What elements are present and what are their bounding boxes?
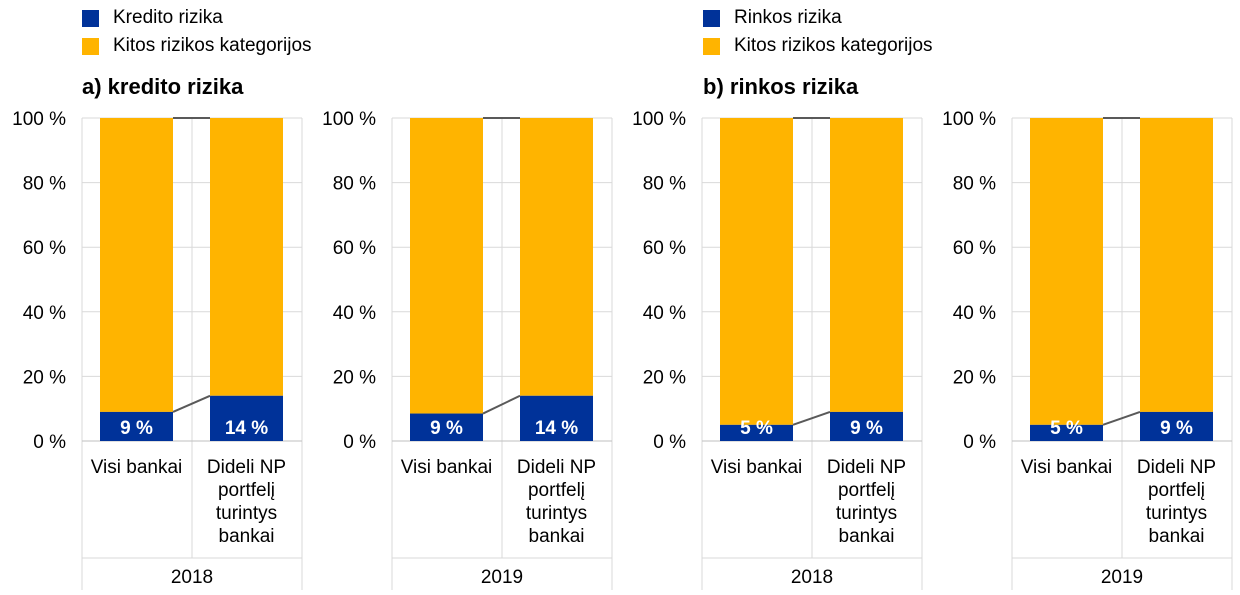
y-tick-label: 60 %	[643, 238, 686, 259]
bar-primary-risk	[100, 411, 173, 441]
legend-swatch-yellow	[703, 37, 720, 55]
legend-label: Kitos rizikos kategorijos	[113, 35, 312, 56]
bar-primary-risk	[410, 413, 483, 441]
group-label: 2018	[171, 567, 213, 588]
y-tick-label: 0 %	[33, 432, 66, 453]
data-label: 9 %	[1160, 418, 1193, 439]
bar-other-risk	[830, 118, 903, 412]
series-connector-primary	[792, 410, 831, 426]
category-label: Dideli NP portfelį turintys bankai	[827, 457, 906, 547]
y-tick-label: 20 %	[333, 367, 376, 388]
y-tick-label: 100 %	[12, 109, 66, 130]
series-connector-primary	[482, 394, 521, 415]
legend-label: Rinkos rizika	[734, 7, 842, 28]
data-label: 9 %	[120, 418, 153, 439]
y-tick-label: 60 %	[333, 238, 376, 259]
bar-other-risk	[100, 118, 173, 412]
category-label: Dideli NP portfelį turintys bankai	[207, 457, 286, 547]
bar-primary-risk	[210, 395, 283, 441]
group-label: 2019	[1101, 567, 1143, 588]
y-tick-label: 40 %	[333, 303, 376, 324]
bar-other-risk	[1030, 118, 1103, 425]
bar-other-risk	[520, 118, 593, 396]
data-label: 5 %	[1050, 418, 1083, 439]
legend-item-other-risk: Kitos rizikos kategorijos	[703, 32, 933, 60]
legend-label: Kredito rizika	[113, 7, 223, 28]
bar-primary-risk	[1140, 411, 1213, 441]
section-title-market-risk: b) rinkos rizika	[703, 74, 859, 99]
bar-primary-risk	[520, 395, 593, 441]
category-label: Dideli NP portfelį turintys bankai	[1137, 457, 1216, 547]
y-tick-label: 100 %	[942, 109, 996, 130]
legend-swatch-blue	[82, 9, 99, 27]
section-title-credit-risk: a) kredito rizika	[82, 74, 244, 99]
y-tick-label: 100 %	[322, 109, 376, 130]
y-tick-label: 80 %	[643, 174, 686, 195]
y-tick-label: 40 %	[23, 303, 66, 324]
y-tick-label: 0 %	[343, 432, 376, 453]
bar-other-risk	[210, 118, 283, 396]
y-tick-label: 80 %	[23, 174, 66, 195]
bar-other-risk	[720, 118, 793, 425]
bar-primary-risk	[830, 411, 903, 441]
group-label: 2019	[481, 567, 523, 588]
y-tick-label: 80 %	[953, 174, 996, 195]
bar-primary-risk	[1030, 424, 1103, 441]
category-label: Visi bankai	[401, 457, 493, 478]
y-tick-label: 60 %	[23, 238, 66, 259]
category-label: Visi bankai	[711, 457, 803, 478]
legend-swatch-blue	[703, 9, 720, 27]
legend-right: Rinkos rizika Kitos rizikos kategorijos	[703, 4, 933, 60]
y-tick-label: 80 %	[333, 174, 376, 195]
data-label: 9 %	[430, 418, 463, 439]
data-label: 14 %	[535, 418, 578, 439]
legend-item-credit-risk: Kredito rizika	[82, 4, 312, 32]
y-tick-label: 100 %	[632, 109, 686, 130]
y-tick-label: 60 %	[953, 238, 996, 259]
legend-item-other-risk: Kitos rizikos kategorijos	[82, 32, 312, 60]
bar-other-risk	[1140, 118, 1213, 412]
bar-primary-risk	[720, 424, 793, 441]
legend-left: Kredito rizika Kitos rizikos kategorijos	[82, 4, 312, 60]
data-label: 5 %	[740, 418, 773, 439]
legend-item-market-risk: Rinkos rizika	[703, 4, 933, 32]
legend-swatch-yellow	[82, 37, 99, 55]
category-label: Dideli NP portfelį turintys bankai	[517, 457, 596, 547]
group-label: 2018	[791, 567, 833, 588]
y-tick-label: 20 %	[643, 367, 686, 388]
data-label: 9 %	[850, 418, 883, 439]
y-tick-label: 40 %	[643, 303, 686, 324]
bar-other-risk	[410, 118, 483, 414]
legend-label: Kitos rizikos kategorijos	[734, 35, 933, 56]
category-label: Visi bankai	[91, 457, 183, 478]
data-label: 14 %	[225, 418, 268, 439]
category-label: Visi bankai	[1021, 457, 1113, 478]
y-tick-label: 20 %	[23, 367, 66, 388]
y-tick-label: 0 %	[653, 432, 686, 453]
y-tick-label: 20 %	[953, 367, 996, 388]
series-connector-primary	[1102, 410, 1141, 426]
y-tick-label: 40 %	[953, 303, 996, 324]
series-connector-primary	[172, 394, 211, 413]
y-tick-label: 0 %	[963, 432, 996, 453]
